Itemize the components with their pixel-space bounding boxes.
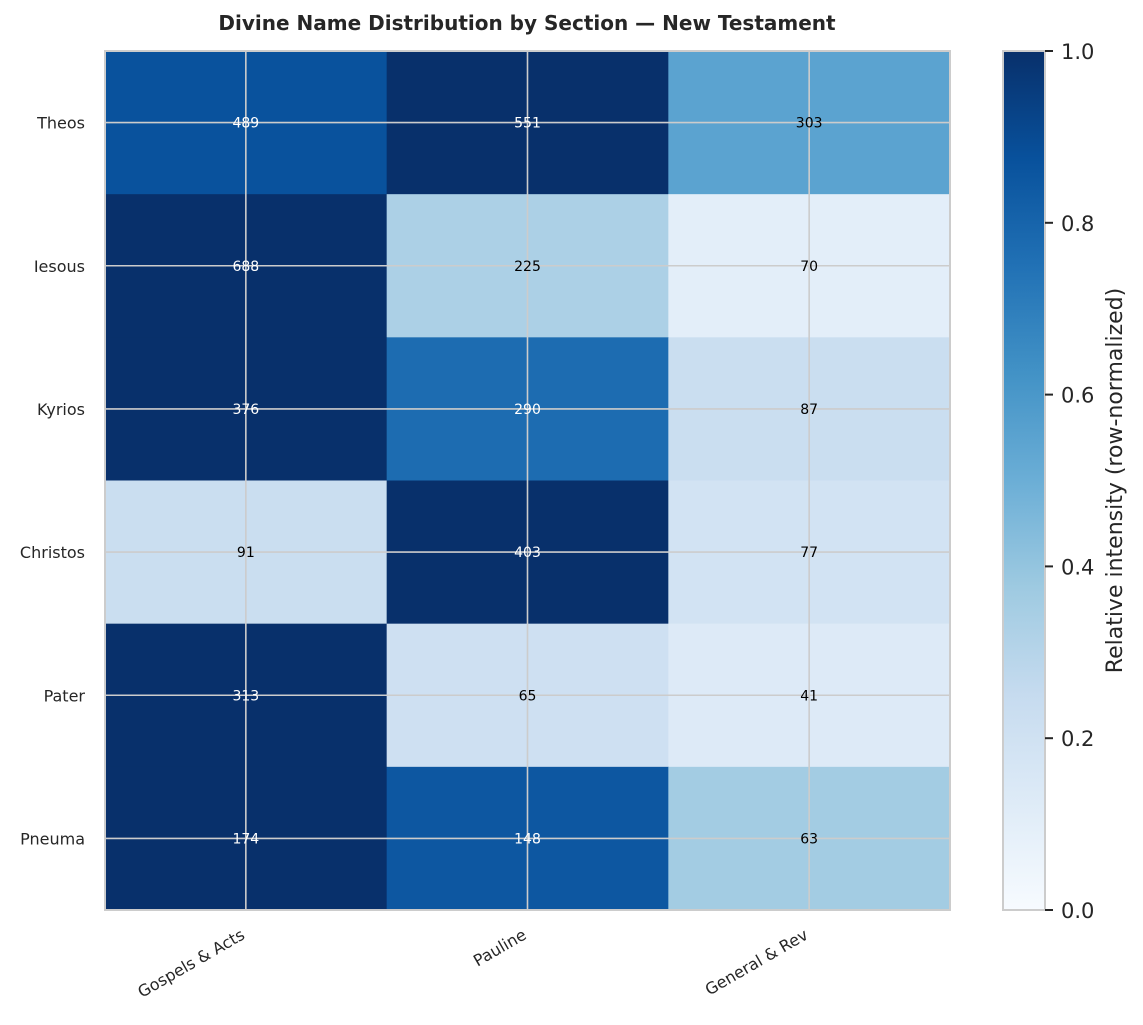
cell-value-label: 65	[519, 688, 537, 704]
cell-value-label: 41	[800, 688, 818, 704]
y-tick-labels: Theos Iesous Kyrios Christos Pater Pneuma	[20, 114, 85, 849]
cell-value-label: 70	[800, 259, 818, 275]
x-tick-label: General & Rev	[702, 925, 811, 999]
colorbar-gradient	[1002, 50, 1046, 911]
colorbar-tick-label: 0.2	[1061, 727, 1094, 751]
cell-value-label: 225	[514, 259, 541, 275]
cell-value-label: 403	[514, 545, 541, 561]
cell-value-label: 303	[796, 116, 823, 132]
y-tick-label: Kyrios	[37, 400, 85, 419]
y-tick-label: Pneuma	[20, 829, 85, 848]
x-tick-labels: Gospels & Acts Pauline General & Rev	[134, 925, 811, 1001]
cell-value-label: 688	[232, 259, 259, 275]
x-tick-label: Pauline	[470, 925, 530, 970]
y-tick-label: Theos	[36, 114, 85, 133]
cell-value-label: 77	[800, 545, 818, 561]
plot-frame	[104, 50, 951, 911]
cell-value-label: 91	[237, 545, 255, 561]
cell-value-label: 376	[232, 402, 259, 418]
colorbar-tick-label: 0.6	[1061, 384, 1094, 408]
colorbar-tick-label: 0.4	[1061, 555, 1094, 579]
cell-value-label: 148	[514, 831, 541, 847]
chart-title: Divine Name Distribution by Section — Ne…	[218, 11, 836, 35]
cell-labels: 489 551 303 688 225 70 376 290 87 91 403 77 313 65 41 1…	[232, 116, 822, 848]
cell-value-label: 63	[800, 831, 818, 847]
colorbar-tick-label: 0.0	[1061, 899, 1094, 923]
y-tick-label: Pater	[44, 686, 86, 705]
x-tick-label: Gospels & Acts	[134, 925, 247, 1001]
cell-value-label: 290	[514, 402, 541, 418]
cell-value-label: 489	[232, 116, 259, 132]
cell-value-label: 551	[514, 116, 541, 132]
cell-value-label: 174	[232, 831, 259, 847]
colorbar-label: Relative intensity (row-normalized)	[1103, 288, 1128, 673]
colorbar: 0.0 0.2 0.4 0.6 0.8 1.0 Relative intensity (ro…	[1002, 40, 1128, 923]
y-tick-label: Iesous	[34, 257, 85, 276]
cell-value-label: 313	[232, 688, 259, 704]
grid-lines	[104, 50, 951, 911]
cell-value-label: 87	[800, 402, 818, 418]
colorbar-tick-label: 1.0	[1061, 40, 1094, 64]
y-tick-label: Christos	[20, 543, 85, 562]
colorbar-tick-label: 0.8	[1061, 212, 1094, 236]
